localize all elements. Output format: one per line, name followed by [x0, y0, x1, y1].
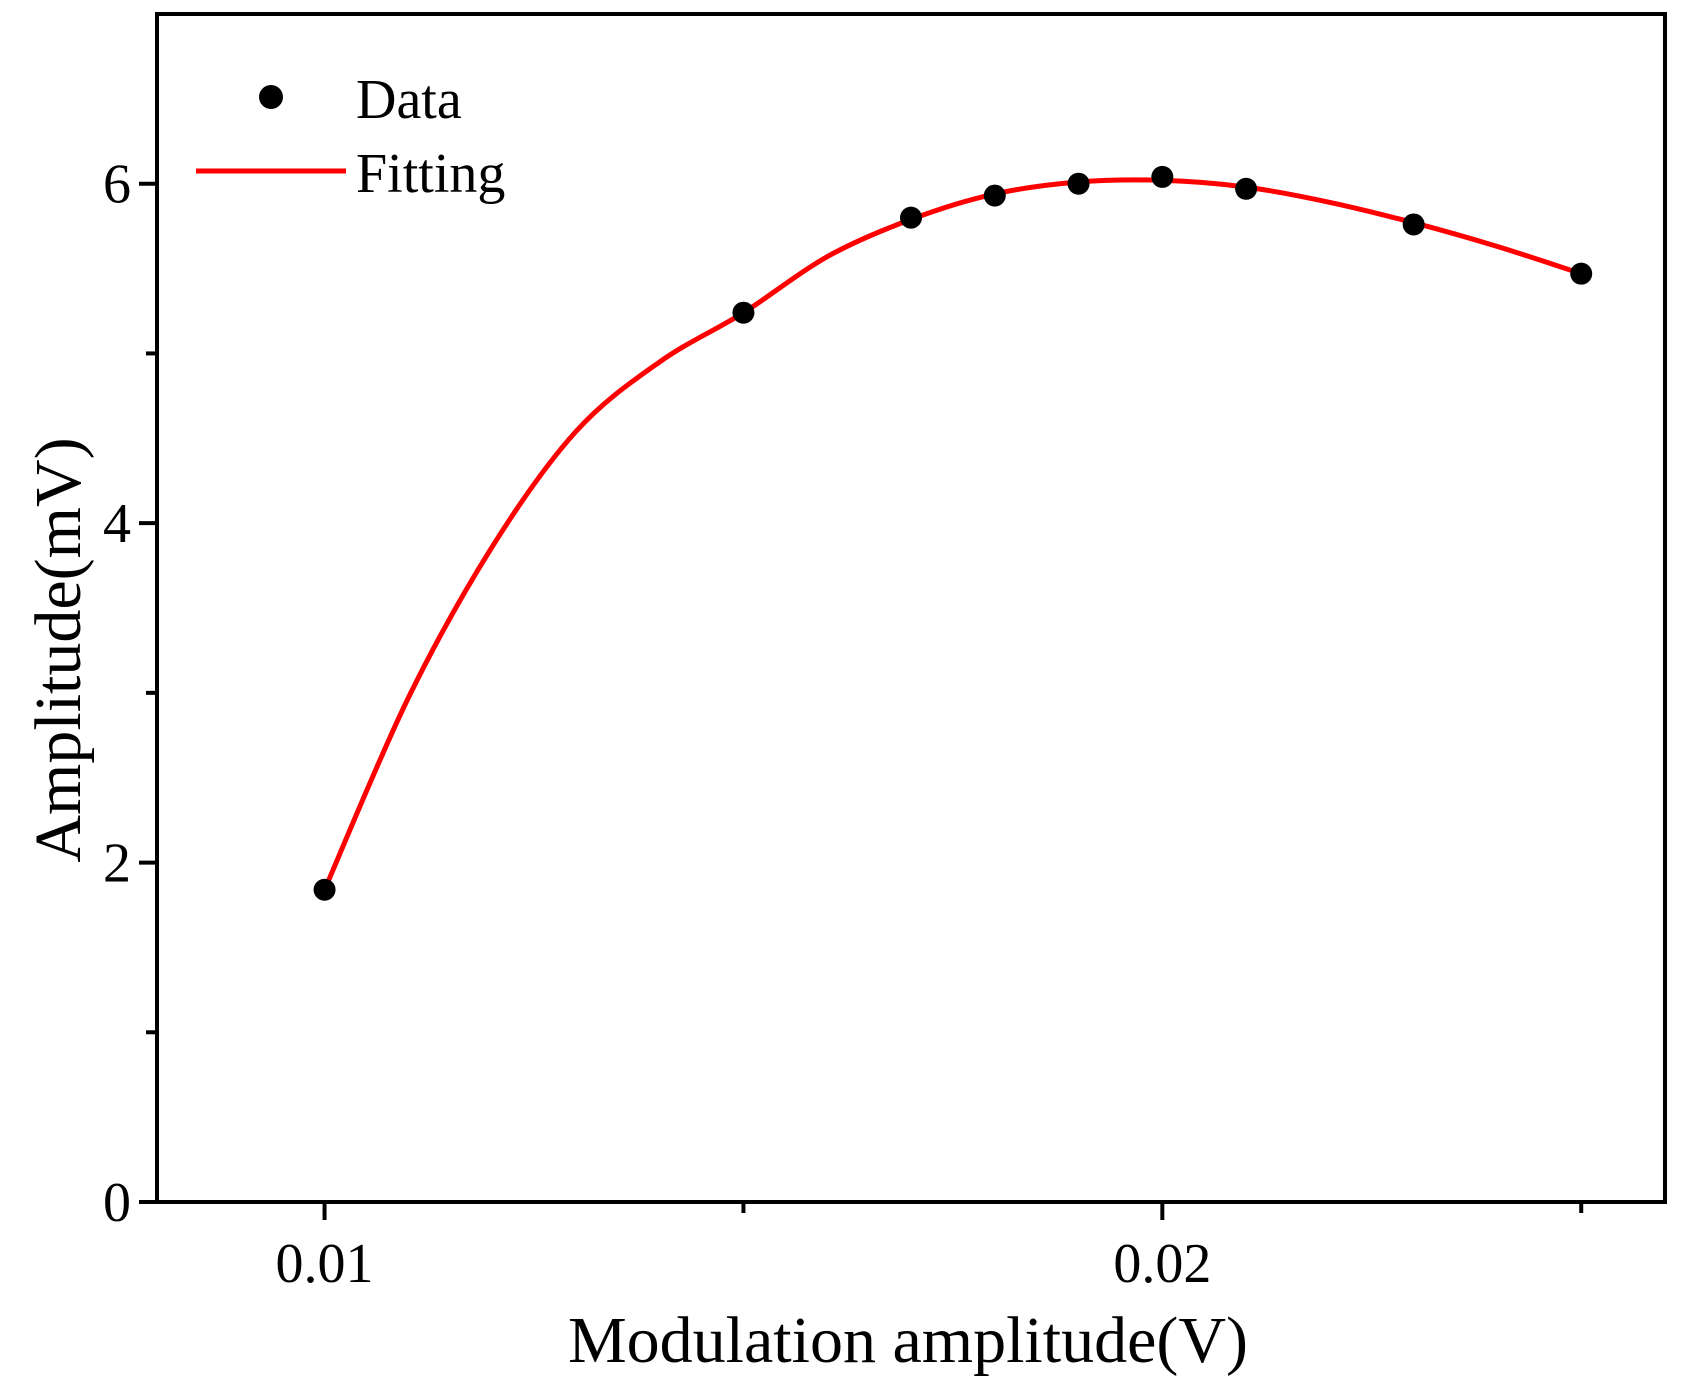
data-points-layer [313, 165, 1593, 901]
legend-data-marker [259, 85, 283, 109]
y-tick-label: 6 [103, 154, 131, 216]
data-point [1151, 165, 1174, 188]
plot-frame [155, 12, 1667, 1204]
tick-labels-layer: 0.01 0.02 0 2 4 6 [103, 154, 1211, 1295]
legend-data-label: Data [356, 69, 462, 131]
y-tick-label: 2 [103, 833, 131, 895]
fit-line [322, 177, 1582, 891]
x-tick-label: 0.02 [1113, 1233, 1211, 1295]
y-tick-label: 0 [103, 1172, 131, 1234]
data-point [983, 184, 1006, 207]
data-point [313, 878, 336, 901]
fit-line-layer [322, 177, 1582, 891]
ticks-layer [139, 181, 1584, 1220]
data-point [732, 301, 755, 324]
legend-fitting-label: Fitting [356, 143, 505, 205]
y-tick-label: 4 [103, 493, 131, 555]
data-point [1570, 262, 1593, 285]
data-point [1235, 177, 1258, 200]
y-axis-label: Amplitude(mV) [22, 437, 95, 862]
data-point [1067, 172, 1090, 195]
x-tick-label: 0.01 [276, 1233, 374, 1295]
x-axis-label: Modulation amplitude(V) [568, 1304, 1248, 1377]
legend: Data Fitting [196, 69, 505, 205]
data-point [900, 206, 922, 229]
data-point [1402, 213, 1425, 236]
